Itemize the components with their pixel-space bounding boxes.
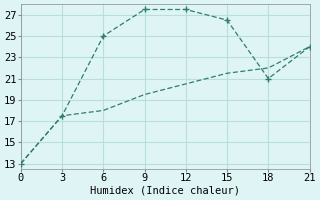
X-axis label: Humidex (Indice chaleur): Humidex (Indice chaleur) — [90, 186, 240, 196]
